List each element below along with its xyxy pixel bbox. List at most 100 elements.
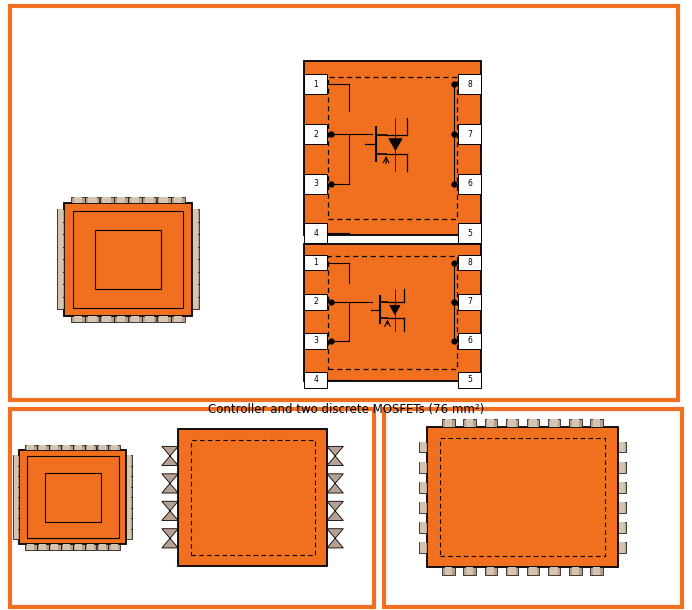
Polygon shape [419,522,427,533]
Polygon shape [37,445,48,450]
Polygon shape [15,508,18,518]
Polygon shape [487,419,495,427]
Polygon shape [162,447,179,465]
Bar [304,372,327,388]
Bar [328,256,457,369]
Polygon shape [57,209,64,221]
Polygon shape [466,419,473,427]
Polygon shape [145,196,154,203]
Polygon shape [126,518,132,529]
Polygon shape [13,455,19,465]
Bar [10,6,678,400]
Polygon shape [87,544,94,550]
Polygon shape [143,316,156,322]
Polygon shape [126,455,132,465]
Polygon shape [87,445,94,450]
Polygon shape [13,487,19,497]
Polygon shape [419,462,427,473]
Polygon shape [71,316,85,322]
Polygon shape [159,316,167,322]
Polygon shape [109,445,120,450]
Polygon shape [109,544,120,550]
Polygon shape [162,529,179,548]
Bar [26,456,119,538]
Polygon shape [162,474,179,493]
Polygon shape [327,501,343,520]
Polygon shape [117,316,125,322]
Polygon shape [15,497,18,508]
Polygon shape [506,419,518,427]
Polygon shape [117,196,125,203]
Polygon shape [194,284,198,297]
Bar [458,174,481,193]
Polygon shape [420,522,426,533]
Polygon shape [194,221,198,234]
Polygon shape [156,316,171,322]
Polygon shape [529,567,537,575]
Polygon shape [617,482,626,493]
Text: 7: 7 [467,297,472,306]
Bar [304,74,327,95]
Text: 5: 5 [467,229,472,238]
Polygon shape [127,465,131,476]
Polygon shape [590,419,603,427]
Text: 4: 4 [313,375,318,384]
Polygon shape [442,567,455,575]
Bar [427,427,617,567]
Polygon shape [126,476,132,487]
Text: Controller and two discrete MOSFETs (76 mm²): Controller and two discrete MOSFETs (76 … [208,403,484,415]
Polygon shape [15,487,18,497]
Polygon shape [111,445,118,450]
Polygon shape [617,442,626,453]
Bar [458,223,481,243]
Text: 3: 3 [313,336,318,345]
Polygon shape [174,196,182,203]
Text: 8: 8 [467,258,472,267]
Polygon shape [192,247,199,259]
Polygon shape [74,196,82,203]
Polygon shape [419,542,427,553]
Polygon shape [389,138,402,150]
Polygon shape [420,462,426,473]
Bar [458,124,481,144]
Polygon shape [327,447,343,465]
Polygon shape [127,455,131,465]
Polygon shape [548,567,561,575]
Polygon shape [85,316,100,322]
Polygon shape [58,284,62,297]
Polygon shape [71,196,85,203]
Polygon shape [100,316,113,322]
Polygon shape [617,542,626,553]
Polygon shape [593,419,600,427]
Polygon shape [192,272,199,284]
Polygon shape [13,508,19,518]
Polygon shape [97,445,109,450]
Polygon shape [194,297,198,309]
Polygon shape [171,316,185,322]
Polygon shape [61,445,73,450]
Text: 1: 1 [313,258,318,267]
Polygon shape [58,209,62,221]
Polygon shape [15,476,18,487]
Polygon shape [75,445,82,450]
Polygon shape [58,234,62,246]
Text: 4: 4 [313,229,318,238]
Polygon shape [99,445,106,450]
Polygon shape [100,196,113,203]
Polygon shape [420,501,426,512]
Polygon shape [619,501,625,512]
Polygon shape [194,247,198,259]
Polygon shape [63,445,71,450]
Polygon shape [126,487,132,497]
Bar [179,428,327,566]
Polygon shape [550,567,558,575]
Polygon shape [506,567,518,575]
Polygon shape [593,567,600,575]
Polygon shape [127,497,131,508]
Polygon shape [572,419,579,427]
Polygon shape [464,419,476,427]
Polygon shape [127,508,131,518]
Text: 3: 3 [313,179,318,188]
Polygon shape [192,234,199,246]
Polygon shape [57,221,64,234]
